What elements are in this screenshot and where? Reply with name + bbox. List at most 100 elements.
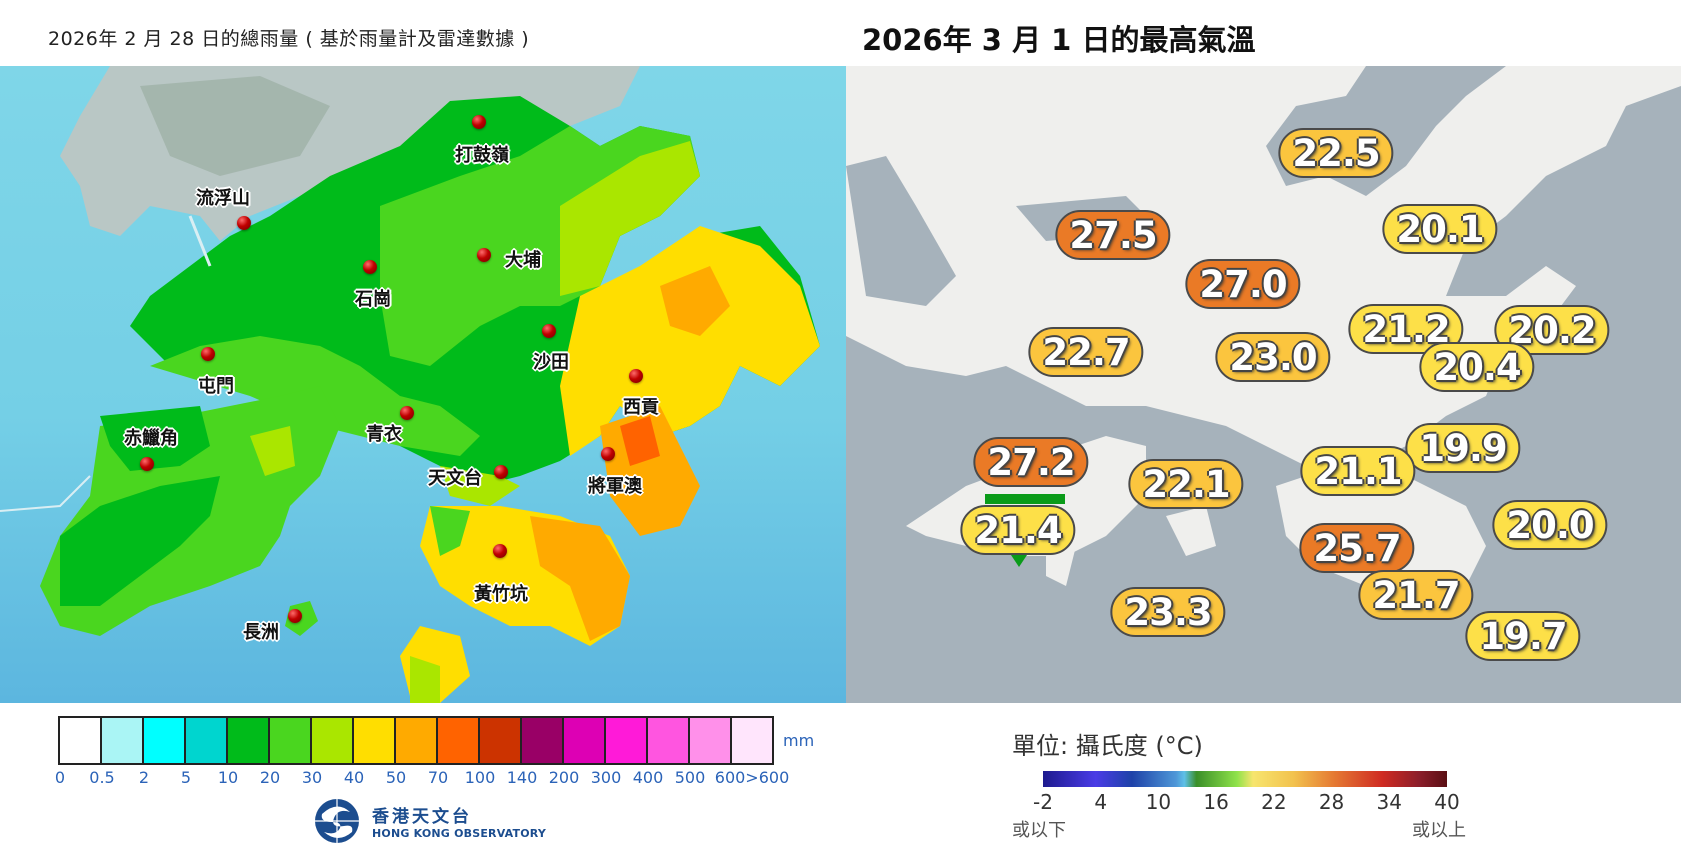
legend-label: 20 [259,768,281,787]
hko-logo-chinese: 香港天文台 [372,807,472,827]
rainfall-color-legend [58,716,774,765]
temperature-badge[interactable]: 27.2 [973,437,1089,487]
legend-swatch [396,718,438,763]
temperature-badge[interactable]: 27.5 [1055,210,1171,260]
station-dot-icon[interactable] [363,260,377,274]
rainfall-title: 2026年 2 月 28 日的總雨量 ( 基於雨量計及雷達數據 ) [48,28,530,50]
rainfall-unit: mm [783,731,815,750]
legend-swatch [690,718,732,763]
station-dot-icon[interactable] [400,406,414,420]
legend-swatch [228,718,270,763]
station-dot-icon[interactable] [494,465,508,479]
temperature-badge[interactable]: 21.7 [1358,570,1474,620]
station-dot-icon[interactable] [201,347,215,361]
legend-below-label: 或以下 [1012,820,1066,841]
station-name: 大埔 [505,250,541,271]
legend-label: 100 [464,768,496,787]
legend-swatch [732,718,772,763]
rainfall-legend-labels: 0 0.5 2 5 10 20 30 40 50 70 100 140 200 300 400 500 600>… [0,768,846,788]
temperature-badge[interactable]: 27.0 [1185,259,1301,309]
temperature-badge[interactable]: 25.7 [1299,523,1415,573]
station-name: 赤鱲角 [124,428,178,449]
station-dot-icon[interactable] [472,115,486,129]
station-name: 石崗 [355,289,391,310]
station-name: 天文台 [428,468,482,489]
station-dot-icon[interactable] [629,369,643,383]
rainfall-map-shapes [0,66,820,703]
temperature-badge[interactable]: 19.9 [1405,423,1521,473]
station-name: 長洲 [243,622,279,643]
temperature-badge[interactable]: 20.1 [1382,204,1498,254]
legend-label: 500 [674,768,706,787]
temperature-tick-label: 34 [1376,790,1403,814]
legend-swatch [102,718,144,763]
legend-label: 40 [343,768,365,787]
legend-label: 600>600 [714,768,790,787]
hko-logo-english: HONG KONG OBSERVATORY [372,827,547,840]
station-name: 屯門 [198,376,234,397]
legend-label: 0 [54,768,66,787]
station-dot-icon[interactable] [542,324,556,338]
legend-label: 10 [217,768,239,787]
legend-label: 30 [301,768,323,787]
temperature-tick-label: 10 [1145,790,1172,814]
hko-logo: 香港天文台 HONG KONG OBSERVATORY [310,796,546,846]
station-dot-icon[interactable] [140,457,154,471]
station-dot-icon[interactable] [288,609,302,623]
temperature-tick-label: 28 [1318,790,1345,814]
legend-swatch [564,718,606,763]
station-dot-icon[interactable] [601,447,615,461]
station-dot-icon[interactable] [493,544,507,558]
legend-label: 50 [385,768,407,787]
legend-label: 70 [427,768,449,787]
legend-label: 200 [548,768,580,787]
legend-label: 2 [138,768,150,787]
temperature-tick-label: 16 [1203,790,1229,814]
legend-swatch [438,718,480,763]
temperature-tick-label: 4 [1094,790,1108,814]
legend-label: 0.5 [89,768,115,787]
temperature-badge[interactable]: 19.7 [1465,611,1581,661]
legend-swatch [648,718,690,763]
temperature-badge[interactable]: 23.3 [1110,587,1226,637]
legend-swatch [354,718,396,763]
temperature-badge[interactable]: 21.1 [1300,446,1416,496]
legend-swatch [480,718,522,763]
station-name: 打鼓嶺 [455,145,509,166]
temperature-badge[interactable]: 22.1 [1128,459,1244,509]
temperature-map[interactable]: 22.5 27.5 20.1 27.0 22.7 23.0 20.2 21.2 20.4 27.2… [846,66,1681,703]
station-name: 黃竹坑 [474,584,528,605]
temperature-badge[interactable]: 20.4 [1419,342,1535,392]
temperature-badge[interactable]: 22.7 [1028,327,1144,377]
legend-above-label: 或以上 [1412,820,1466,841]
station-pin-marker [985,494,1065,504]
rainfall-map[interactable]: 打鼓嶺 流浮山 大埔 石崗 沙田 屯門 西貢 青衣 赤鱲角 將軍澳 天文台 黃竹坑 長洲 [0,66,846,703]
legend-label: 400 [632,768,664,787]
legend-swatch [186,718,228,763]
station-name: 西貢 [623,397,659,418]
temperature-badge[interactable]: 21.4 [960,505,1076,555]
hko-logo-icon [315,799,359,843]
temperature-title: 2026年 3 月 1 日的最高氣溫 [862,23,1256,57]
legend-label: 300 [590,768,622,787]
legend-swatch [60,718,102,763]
temperature-map-land [846,66,1681,596]
legend-swatch [522,718,564,763]
temperature-badge[interactable]: 20.2 [1494,305,1610,355]
station-dot-icon[interactable] [477,248,491,262]
temperature-tick-label: -2 [1033,790,1053,814]
station-pin-tip [1011,555,1027,567]
temperature-badge[interactable]: 20.0 [1492,500,1608,550]
temperature-badge[interactable]: 22.5 [1278,128,1394,178]
legend-swatch [144,718,186,763]
temperature-unit-label: 單位: 攝氏度 (°C) [1012,732,1203,760]
legend-label: 5 [180,768,192,787]
station-name: 將軍澳 [588,476,642,497]
legend-swatch [270,718,312,763]
station-name: 流浮山 [196,188,250,209]
temperature-tick-label: 40 [1434,790,1460,814]
station-name: 青衣 [366,424,402,445]
station-dot-icon[interactable] [237,216,251,230]
temperature-badge[interactable]: 23.0 [1215,332,1331,382]
legend-label: 140 [506,768,538,787]
